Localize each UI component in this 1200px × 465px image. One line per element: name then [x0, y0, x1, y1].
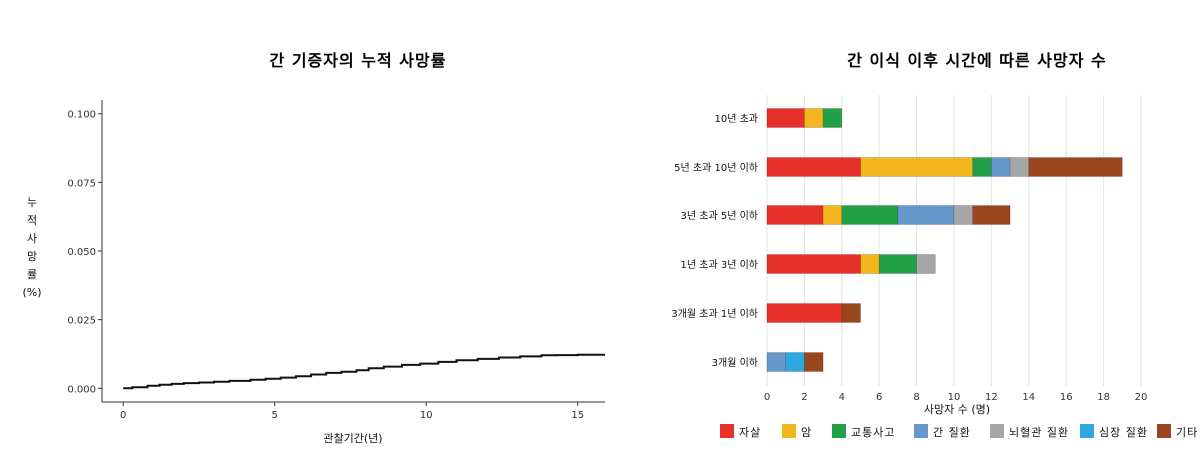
category-labels: 10년 초과 5년 초과 10년 이하 3년 초과 5년 이하 1년 초과 3년 이하…	[671, 113, 758, 369]
bar-segment	[860, 254, 880, 274]
right-gridlines	[766, 95, 1142, 386]
stacked-bars	[766, 108, 1123, 372]
bar-segment	[860, 157, 973, 177]
bar-segment	[766, 254, 861, 274]
bar-segment	[841, 205, 899, 225]
y-label-char: 률	[27, 268, 37, 281]
legend-label: 암	[801, 426, 812, 439]
legend-swatch	[1080, 424, 1094, 438]
y-tick-label: 0.025	[67, 316, 96, 327]
x-tick-label: 4	[839, 392, 845, 403]
deaths-by-time-chart: 간 이식 이후 시간에 따른 사망자 수 10년 초과 5년 초과 10년 이하 3…	[671, 51, 1198, 439]
right-x-ticks: 0 2 4 6 8 10 12 14 16 18 20	[764, 392, 1148, 403]
bar-segment	[972, 157, 992, 177]
x-tick-label: 10	[420, 410, 433, 421]
right-x-axis-label: 사망자 수 (명)	[924, 403, 990, 416]
category-label: 10년 초과	[714, 113, 758, 125]
category-label: 3개월 이하	[712, 356, 758, 369]
bar-segment	[766, 157, 861, 177]
legend-swatch	[720, 424, 734, 438]
category-label: 3개월 초과 1년 이하	[671, 307, 758, 320]
left-y-ticks: 0.000 0.025 0.050 0.075 0.100	[67, 110, 102, 395]
x-tick-label: 0	[764, 392, 770, 403]
legend-label: 간 질환	[933, 426, 971, 439]
bar-segment	[897, 205, 955, 225]
category-label: 3년 초과 5년 이하	[681, 209, 758, 222]
y-tick-label: 0.075	[67, 178, 96, 189]
y-label-char: 누	[27, 196, 37, 209]
bar-segment	[841, 303, 861, 323]
bar-segment	[822, 108, 843, 128]
x-tick-label: 12	[985, 392, 998, 403]
bar-segment	[1009, 157, 1030, 177]
legend-swatch	[1157, 424, 1171, 438]
legend-label: 뇌혈관 질환	[1009, 425, 1069, 439]
bar-segment	[804, 352, 824, 372]
left-chart-title: 간 기증자의 누적 사망률	[270, 51, 447, 70]
legend: 자살 암 교통사고 간 질환 뇌혈관 질환 심장 질환 기타	[720, 424, 1198, 439]
legend-label: 자살	[739, 426, 761, 439]
x-tick-label: 10	[948, 392, 961, 403]
bar-segment	[804, 108, 824, 128]
bar-segment	[1028, 157, 1123, 177]
x-tick-label: 16	[1060, 392, 1073, 403]
left-x-ticks: 0 5 10 15	[120, 402, 584, 421]
bar-segment	[953, 205, 974, 225]
bar-segment	[766, 205, 824, 225]
x-tick-label: 14	[1022, 392, 1035, 403]
legend-label: 교통사고	[851, 426, 895, 439]
x-tick-label: 18	[1097, 392, 1110, 403]
bar-segment	[972, 205, 1011, 225]
y-label-char: (%)	[22, 286, 41, 299]
category-label: 5년 초과 10년 이하	[674, 161, 758, 174]
x-tick-label: 2	[801, 392, 807, 403]
y-tick-label: 0.000	[67, 384, 96, 395]
x-tick-label: 15	[571, 410, 584, 421]
y-tick-label: 0.050	[67, 247, 96, 258]
left-x-axis-label: 관찰기간(년)	[323, 432, 382, 445]
bar-segment	[822, 205, 843, 225]
y-tick-label: 0.100	[67, 110, 96, 121]
bar-segment	[991, 157, 1011, 177]
bar-segment	[878, 254, 917, 274]
x-tick-label: 5	[272, 410, 278, 421]
bar-segment	[785, 352, 805, 372]
right-chart-title: 간 이식 이후 시간에 따른 사망자 수	[847, 51, 1107, 70]
legend-swatch	[990, 424, 1004, 438]
y-label-char: 사	[27, 232, 37, 245]
bar-segment	[916, 254, 936, 274]
bar-segment	[766, 352, 787, 372]
legend-swatch	[832, 424, 846, 438]
legend-swatch	[914, 424, 928, 438]
x-tick-label: 8	[913, 392, 919, 403]
category-label: 1년 초과 3년 이하	[681, 258, 758, 271]
legend-label: 기타	[1176, 426, 1198, 439]
x-tick-label: 20	[1135, 392, 1148, 403]
x-tick-label: 6	[876, 392, 882, 403]
legend-label: 심장 질환	[1099, 426, 1148, 439]
y-label-char: 망	[27, 250, 37, 263]
y-label-char: 적	[27, 214, 37, 227]
x-tick-label: 0	[120, 410, 126, 421]
bar-segment	[766, 108, 805, 128]
bar-segment	[766, 303, 843, 323]
legend-swatch	[782, 424, 796, 438]
cumulative-mortality-line	[123, 353, 605, 390]
